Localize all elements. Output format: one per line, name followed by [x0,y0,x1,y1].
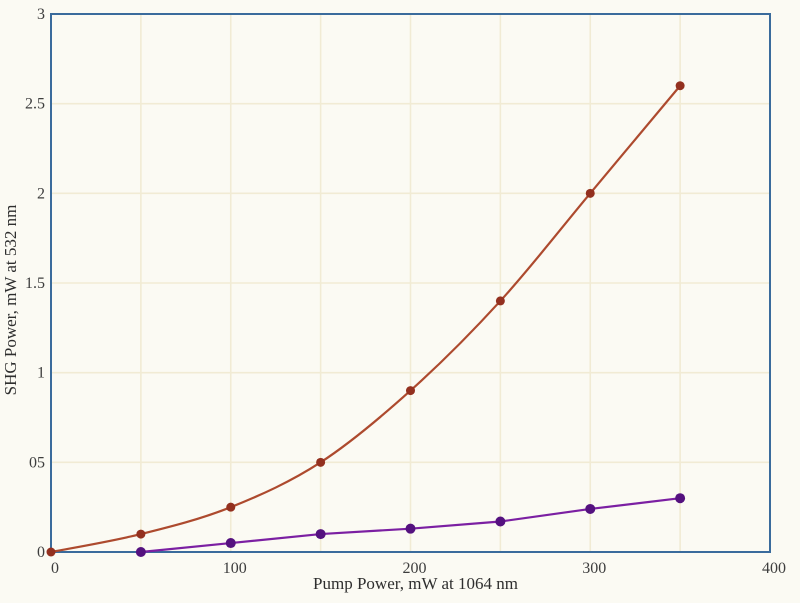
x-tick-label: 300 [582,560,606,577]
red-brown-series-data-point [226,502,236,512]
grid-layer [51,14,770,552]
series-layer [46,81,686,557]
y-tick-label: 2.5 [25,96,45,113]
x-axis-tick-labels: 0 100 200 300 400 [51,560,786,577]
x-tick-label: 200 [403,560,427,577]
purple-series-data-point [675,493,686,504]
x-tick-label: 0 [51,560,59,577]
red-brown-series-data-point [585,188,595,198]
y-axis-tick-labels: 0 05 1 1.5 2 2.5 3 [25,6,45,561]
x-tick-label: 100 [223,560,247,577]
red-brown-series-data-point [136,529,146,539]
y-axis-title: SHG Power, mW at 532 nm [1,205,20,396]
y-tick-label: 3 [37,6,45,23]
red-brown-series-data-point [316,457,326,467]
y-tick-label: 2 [37,185,45,202]
y-tick-label: 1.5 [25,275,45,292]
y-tick-label: 05 [29,454,45,471]
purple-series-data-point [585,503,596,514]
purple-series-data-point [315,529,326,540]
red-brown-series-data-point [675,81,685,91]
plot-frame [50,13,771,553]
red-brown-series-line [49,84,682,554]
x-axis-title: Pump Power, mW at 1064 nm [313,574,518,593]
purple-series-data-point [225,538,236,549]
red-brown-series-data-point [406,386,415,396]
red-brown-series-data-point [46,547,56,557]
x-tick-label: 400 [762,560,786,577]
purple-series-data-point [405,523,416,534]
purple-series-data-point [135,547,146,557]
y-tick-label: 0 [37,544,45,561]
y-tick-label: 1 [37,365,45,382]
red-brown-series-data-point [495,296,505,306]
purple-series-data-point [495,516,506,527]
